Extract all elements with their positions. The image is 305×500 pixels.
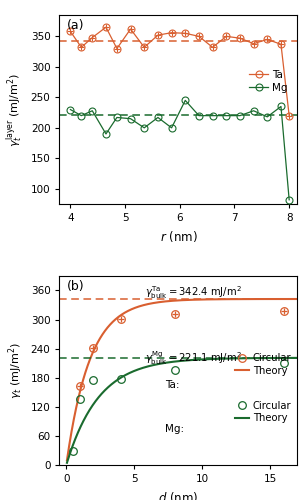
Mg bbox=[104, 131, 108, 137]
Ta bbox=[69, 28, 72, 34]
Ta bbox=[91, 34, 94, 40]
Legend: Ta, Mg: Ta, Mg bbox=[247, 68, 290, 95]
Text: $\gamma_{\rm bulk}^{\rm Ta} = 342.4$ mJ/m$^2$: $\gamma_{\rm bulk}^{\rm Ta} = 342.4$ mJ/… bbox=[145, 284, 242, 301]
X-axis label: $r$ (nm): $r$ (nm) bbox=[160, 228, 197, 244]
Ta bbox=[170, 30, 174, 36]
Legend: Circular, Theory: Circular, Theory bbox=[234, 400, 292, 424]
Mg bbox=[252, 108, 256, 114]
Ta bbox=[252, 40, 256, 46]
Mg bbox=[156, 114, 160, 120]
Line: Ta: Ta bbox=[67, 24, 292, 119]
Ta bbox=[115, 46, 119, 52]
Mg bbox=[142, 125, 146, 131]
Ta bbox=[104, 24, 108, 30]
Ta bbox=[183, 30, 187, 36]
Ta bbox=[129, 26, 132, 32]
Mg bbox=[265, 114, 269, 120]
Mg bbox=[211, 112, 214, 118]
Y-axis label: $\gamma_t$ (mJ/m$^2$): $\gamma_t$ (mJ/m$^2$) bbox=[6, 342, 25, 399]
Ta bbox=[279, 42, 283, 48]
Mg bbox=[238, 112, 242, 118]
Ta bbox=[238, 35, 242, 41]
Text: $\gamma_{\rm bulk}^{\rm Mg} = 221.1$ mJ/m$^2$: $\gamma_{\rm bulk}^{\rm Mg} = 221.1$ mJ/… bbox=[145, 348, 242, 366]
Mg bbox=[183, 98, 187, 103]
Mg bbox=[279, 104, 283, 110]
Mg bbox=[197, 112, 201, 118]
Mg bbox=[115, 114, 119, 120]
Text: Ta:: Ta: bbox=[165, 380, 180, 390]
Mg bbox=[170, 125, 174, 131]
Mg bbox=[69, 106, 72, 112]
Mg bbox=[287, 197, 291, 203]
Mg bbox=[91, 108, 94, 114]
Ta bbox=[197, 34, 201, 40]
Ta bbox=[265, 36, 269, 43]
Ta bbox=[224, 34, 228, 40]
Text: Mg:: Mg: bbox=[165, 424, 185, 434]
Ta bbox=[142, 44, 146, 51]
Mg bbox=[129, 116, 132, 121]
Ta bbox=[80, 44, 83, 51]
Y-axis label: $\gamma_t^{\rm layer}$ (mJ/m$^2$): $\gamma_t^{\rm layer}$ (mJ/m$^2$) bbox=[4, 72, 25, 146]
Text: (a): (a) bbox=[66, 19, 84, 32]
Ta bbox=[211, 44, 214, 51]
Ta bbox=[156, 32, 160, 38]
Mg bbox=[80, 112, 83, 118]
Text: (b): (b) bbox=[66, 280, 84, 292]
X-axis label: $d$ (nm): $d$ (nm) bbox=[158, 490, 199, 500]
Ta bbox=[287, 112, 291, 118]
Line: Mg: Mg bbox=[67, 97, 292, 204]
Mg bbox=[224, 112, 228, 118]
